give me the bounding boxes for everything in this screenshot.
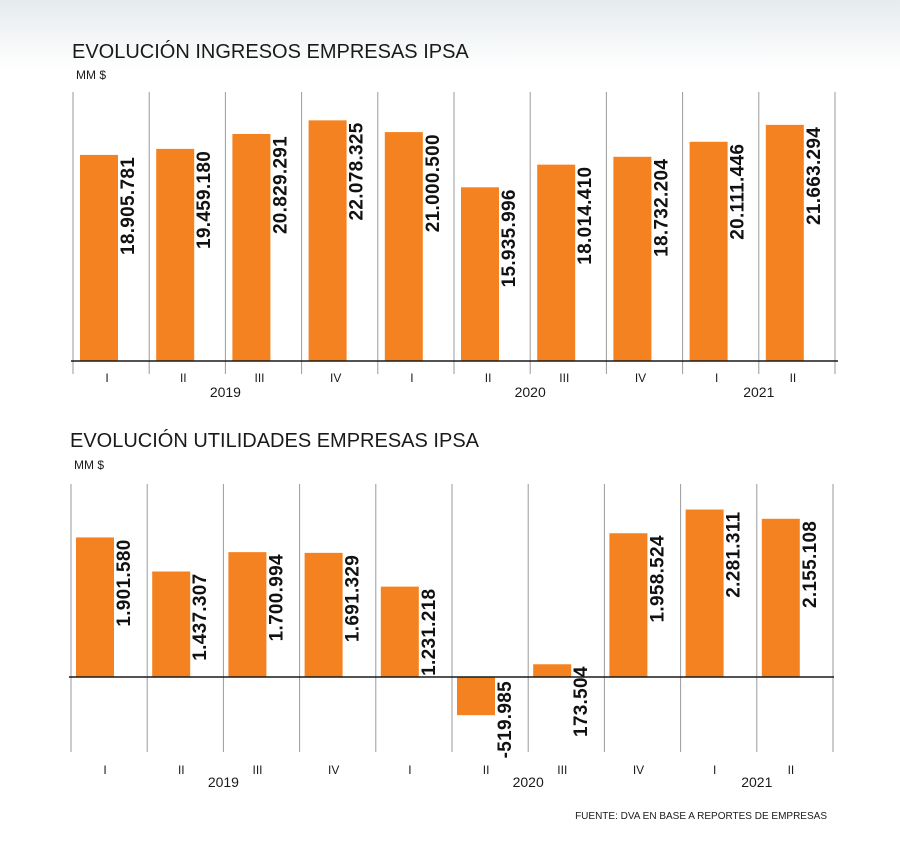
year-label-2021: 2021 [743, 384, 774, 400]
utilidades-bars: 1.901.580I1.437.307II1.700.994III1.691.3… [69, 484, 834, 790]
value-label-9: 20.111.446 [728, 144, 749, 240]
quarter-tick-label: II [178, 763, 185, 777]
value-label-10: 2.155.108 [800, 521, 821, 608]
bar-9 [685, 509, 724, 677]
quarter-tick-label: III [252, 763, 262, 777]
utilidades-unit-label: MM $ [74, 458, 104, 472]
bar-1 [80, 154, 118, 361]
value-label-7: 173.504 [571, 666, 592, 737]
value-label-9: 2.281.311 [724, 511, 745, 597]
value-label-1: 18.905.781 [118, 157, 139, 255]
utilidades-chart-title: EVOLUCIÓN UTILIDADES EMPRESAS IPSA [70, 429, 480, 452]
value-label-6: -519.985 [495, 681, 516, 759]
bar-2 [152, 571, 191, 677]
bar-8 [613, 156, 652, 361]
bar-10 [765, 124, 804, 362]
value-label-6: 15.935.996 [499, 189, 520, 287]
quarter-tick-label: I [713, 763, 716, 777]
value-label-5: 1.231.218 [419, 589, 440, 676]
bar-2 [156, 148, 195, 361]
quarter-tick-label: I [103, 763, 106, 777]
value-label-8: 18.732.204 [651, 159, 672, 257]
quarter-tick-label: III [559, 371, 569, 385]
quarter-tick-label: IV [328, 763, 339, 777]
bar-4 [308, 120, 347, 362]
bar-6 [461, 187, 499, 361]
quarter-tick-label: IV [330, 371, 341, 385]
quarter-tick-label: III [254, 371, 264, 385]
value-label-3: 1.700.994 [266, 554, 287, 641]
bar-9 [689, 141, 728, 361]
bar-8 [609, 533, 648, 677]
value-label-2: 1.437.307 [190, 574, 211, 661]
utilidades-chart: EVOLUCIÓN UTILIDADES EMPRESAS IPSA MM $ … [69, 429, 834, 790]
bar-10 [761, 518, 800, 677]
bar-6 [457, 677, 495, 716]
value-label-2: 19.459.180 [194, 151, 215, 249]
value-label-7: 18.014.410 [575, 167, 596, 265]
value-label-3: 20.829.291 [270, 136, 291, 234]
year-label-2019: 2019 [210, 384, 241, 400]
bar-1 [76, 537, 114, 677]
quarter-tick-label: I [410, 371, 413, 385]
year-label-2019: 2019 [208, 774, 239, 790]
quarter-tick-label: II [483, 763, 490, 777]
bar-7 [537, 164, 576, 361]
quarter-tick-label: IV [635, 371, 646, 385]
source-note: FUENTE: DVA EN BASE A REPORTES DE EMPRES… [575, 811, 827, 822]
quarter-tick-label: II [485, 371, 492, 385]
ingresos-unit-label: MM $ [76, 68, 106, 82]
bar-5 [380, 586, 419, 677]
ingresos-chart: EVOLUCIÓN INGRESOS EMPRESAS IPSA MM $ 18… [71, 40, 838, 400]
bar-5 [384, 132, 423, 361]
year-label-2020: 2020 [513, 774, 544, 790]
bar-7 [533, 664, 572, 677]
quarter-tick-label: II [180, 371, 187, 385]
quarter-tick-label: II [790, 371, 797, 385]
bar-4 [304, 552, 343, 677]
bar-3 [232, 133, 271, 361]
value-label-5: 21.000.500 [423, 134, 444, 232]
quarter-tick-label: III [557, 763, 567, 777]
quarter-tick-label: I [105, 371, 108, 385]
year-label-2020: 2020 [515, 384, 546, 400]
value-label-4: 1.691.329 [343, 555, 364, 642]
quarter-tick-label: IV [633, 763, 644, 777]
ingresos-bars: 18.905.781I19.459.180II20.829.291III22.0… [71, 92, 838, 400]
ingresos-chart-title: EVOLUCIÓN INGRESOS EMPRESAS IPSA [72, 40, 469, 63]
year-label-2021: 2021 [741, 774, 772, 790]
value-label-10: 21.663.294 [804, 127, 825, 225]
quarter-tick-label: I [715, 371, 718, 385]
value-label-1: 1.901.580 [114, 539, 135, 626]
quarter-tick-label: I [408, 763, 411, 777]
quarter-tick-label: II [788, 763, 795, 777]
value-label-4: 22.078.325 [347, 122, 368, 220]
bar-3 [228, 552, 267, 677]
value-label-8: 1.958.524 [647, 535, 668, 622]
